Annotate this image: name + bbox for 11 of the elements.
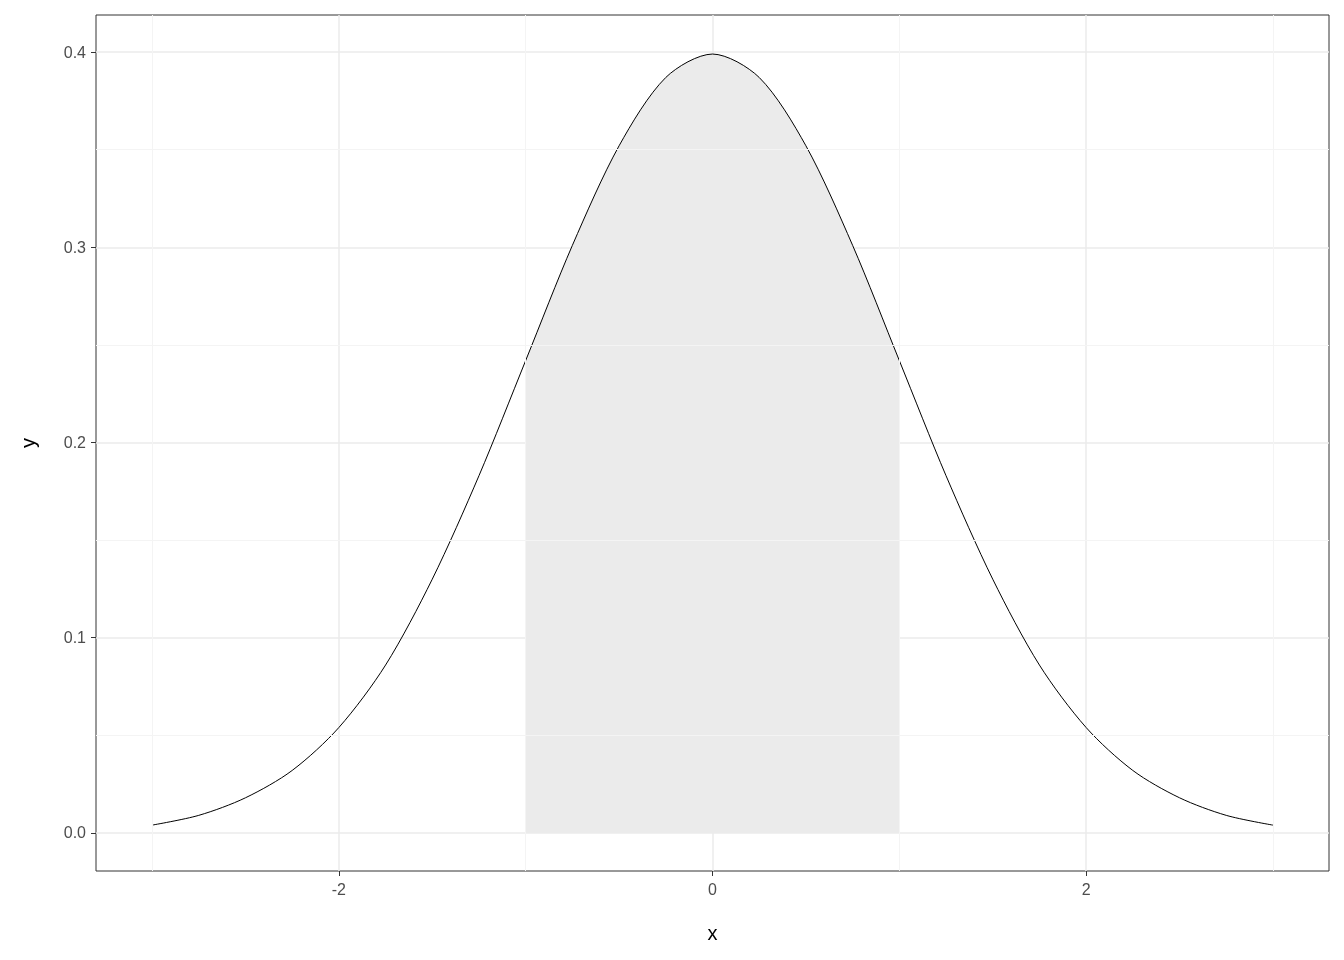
x-axis-title: x: [707, 922, 718, 944]
x-tick-label: -2: [331, 880, 347, 898]
y-axis-title: y: [17, 438, 39, 448]
y-tick-label: 0.1: [63, 629, 87, 647]
y-tick-label: 0.0: [63, 824, 87, 842]
y-tick-label: 0.3: [63, 238, 87, 256]
x-tick-label: 2: [1081, 880, 1091, 898]
x-tick-label: 0: [708, 880, 718, 898]
y-tick-label: 0.2: [63, 434, 87, 452]
y-tick-label: 0.4: [63, 43, 87, 61]
line-series: [151, 53, 1274, 826]
